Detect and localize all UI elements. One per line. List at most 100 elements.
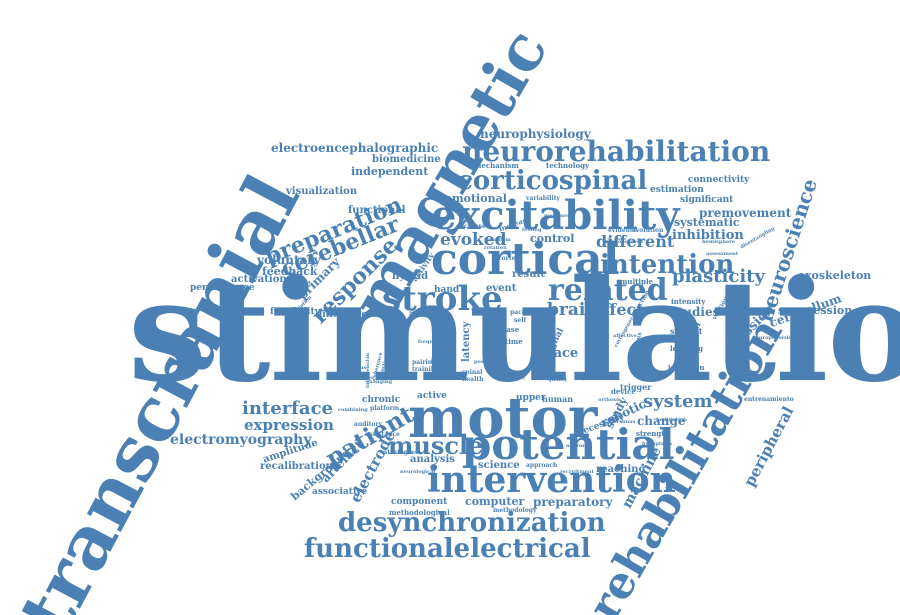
- word-device: device: [611, 387, 636, 396]
- word-different: different: [596, 232, 675, 251]
- word-facilitation: facilitation: [656, 417, 687, 423]
- word-system: system: [643, 391, 713, 412]
- word-performance: performance: [190, 283, 255, 293]
- word-evidence: evidence: [608, 227, 638, 234]
- word-estimation: estimation: [650, 185, 704, 195]
- word-evoked: evoked: [440, 230, 507, 250]
- word-inhibition: inhibition: [672, 228, 744, 243]
- word-strength: strength: [636, 429, 670, 438]
- word-analysis: analysis: [410, 454, 455, 465]
- word-reaching: reaching: [596, 464, 646, 475]
- word-observed: observed: [618, 239, 644, 245]
- word-recruitment: recruitment: [560, 469, 594, 475]
- word-expression: expression: [244, 416, 334, 434]
- word-training: training: [412, 366, 440, 373]
- word-difference: difference: [316, 310, 368, 320]
- word-control: control: [530, 232, 575, 245]
- word-face: face: [548, 346, 579, 361]
- word-changing: changing: [366, 379, 393, 385]
- word-post: post: [474, 359, 486, 365]
- word-personas: personas: [610, 419, 636, 425]
- word-methodology: methodology: [493, 507, 537, 514]
- word-spinal: spinal: [462, 369, 483, 376]
- word-methodological: methodological: [389, 508, 450, 517]
- word-premovement: premovement: [699, 206, 792, 220]
- word-technologies: technologies: [338, 375, 374, 381]
- word-upper: upper: [516, 393, 546, 403]
- word-connectivity: connectivity: [688, 175, 750, 185]
- word-variability: variability: [526, 195, 560, 202]
- word-assistance: assistance: [365, 431, 400, 438]
- word-component: component: [391, 497, 448, 507]
- word-latency: latency: [461, 321, 472, 362]
- word-mechanism: mechanism: [474, 161, 519, 170]
- word-pairing: pairing: [412, 359, 437, 366]
- word-plasticity: plasticity: [672, 266, 765, 287]
- word-significant: significant: [680, 195, 734, 205]
- word-movement: movement: [544, 213, 574, 219]
- word-functionalelectrical: functionalelectrical: [304, 534, 591, 564]
- word-assessment: assessment: [706, 251, 739, 257]
- word-stimulation: stimulation: [128, 250, 900, 414]
- word-intervention: intervention: [427, 459, 676, 501]
- word-related: related: [548, 273, 668, 308]
- word-electromyography: electromyography: [170, 432, 312, 448]
- word-frequency: frequency: [418, 339, 446, 345]
- word-hybrid: hybrid: [392, 271, 429, 282]
- word-excitability: excitability: [431, 192, 680, 239]
- word-rotation: rotation: [484, 245, 507, 251]
- word-technology: technology: [546, 161, 590, 170]
- word-corticospinal: corticospinal: [457, 166, 648, 196]
- word-orthosis: orthosis: [598, 397, 621, 403]
- word-evolution: evolution: [632, 227, 664, 234]
- word-neurological: neurological: [400, 469, 436, 475]
- word-computer: computer: [465, 495, 525, 508]
- word-neurophysiology: neurophysiology: [480, 127, 591, 141]
- word-feedback: feedback: [262, 265, 318, 278]
- word-injury: injury: [506, 373, 526, 380]
- word-approach: approach: [526, 462, 558, 469]
- word-feasibility: feasibility: [270, 307, 320, 317]
- word-hand: hand: [434, 285, 460, 295]
- word-auditory: auditory: [354, 421, 383, 428]
- word-feeling: feeling: [522, 227, 542, 233]
- word-neurorehabilitation: neurorehabilitation: [462, 135, 771, 168]
- word-entrenamiento: entrenamiento: [744, 396, 794, 403]
- word-muscle: muscle: [388, 431, 484, 460]
- word-suppression: suppression: [778, 304, 853, 317]
- word-activation: activation: [231, 274, 287, 285]
- word-biomedicine: biomedicine: [372, 154, 441, 165]
- word-effect: effect: [593, 300, 644, 319]
- word-health: health: [462, 376, 484, 383]
- word-paced: paced: [510, 309, 530, 316]
- word-systematic: systematic: [674, 216, 740, 229]
- word-associative: associative: [312, 487, 368, 497]
- word-visualization: visualization: [286, 186, 358, 197]
- word-cortex: cortex: [498, 255, 519, 262]
- word-affective: affective: [613, 333, 637, 339]
- word-recalibration: recalibration: [260, 461, 333, 472]
- word-functional: functional: [348, 205, 406, 216]
- word-hemisphere: hemisphere: [702, 239, 735, 245]
- word-platform: platform: [370, 405, 400, 412]
- word-quality: quality: [548, 377, 568, 383]
- word-interface: interface: [242, 398, 333, 419]
- word-brain: brain: [547, 300, 598, 320]
- word-strategies: strategies: [384, 449, 418, 456]
- word-intention: intention: [600, 250, 735, 280]
- word-independent: independent: [351, 165, 429, 178]
- word-neurophysiologic: neurophysiologic: [752, 335, 801, 341]
- word-voluntary: voluntary: [257, 253, 321, 267]
- word-potential: potential: [462, 420, 675, 469]
- word-stroke: stroke: [382, 279, 503, 319]
- word-initiation: initiation: [668, 363, 705, 372]
- word-decrease: decrease: [456, 223, 486, 230]
- word-electroencephalographic: electroencephalographic: [271, 141, 439, 155]
- word-time: time: [505, 337, 523, 346]
- word-peripheral: peripheral: [740, 403, 798, 490]
- word-active: active: [417, 391, 447, 401]
- word-preparatory: preparatory: [533, 495, 613, 509]
- word-subject: subject: [670, 326, 703, 336]
- word-emotional: emotional: [445, 192, 507, 205]
